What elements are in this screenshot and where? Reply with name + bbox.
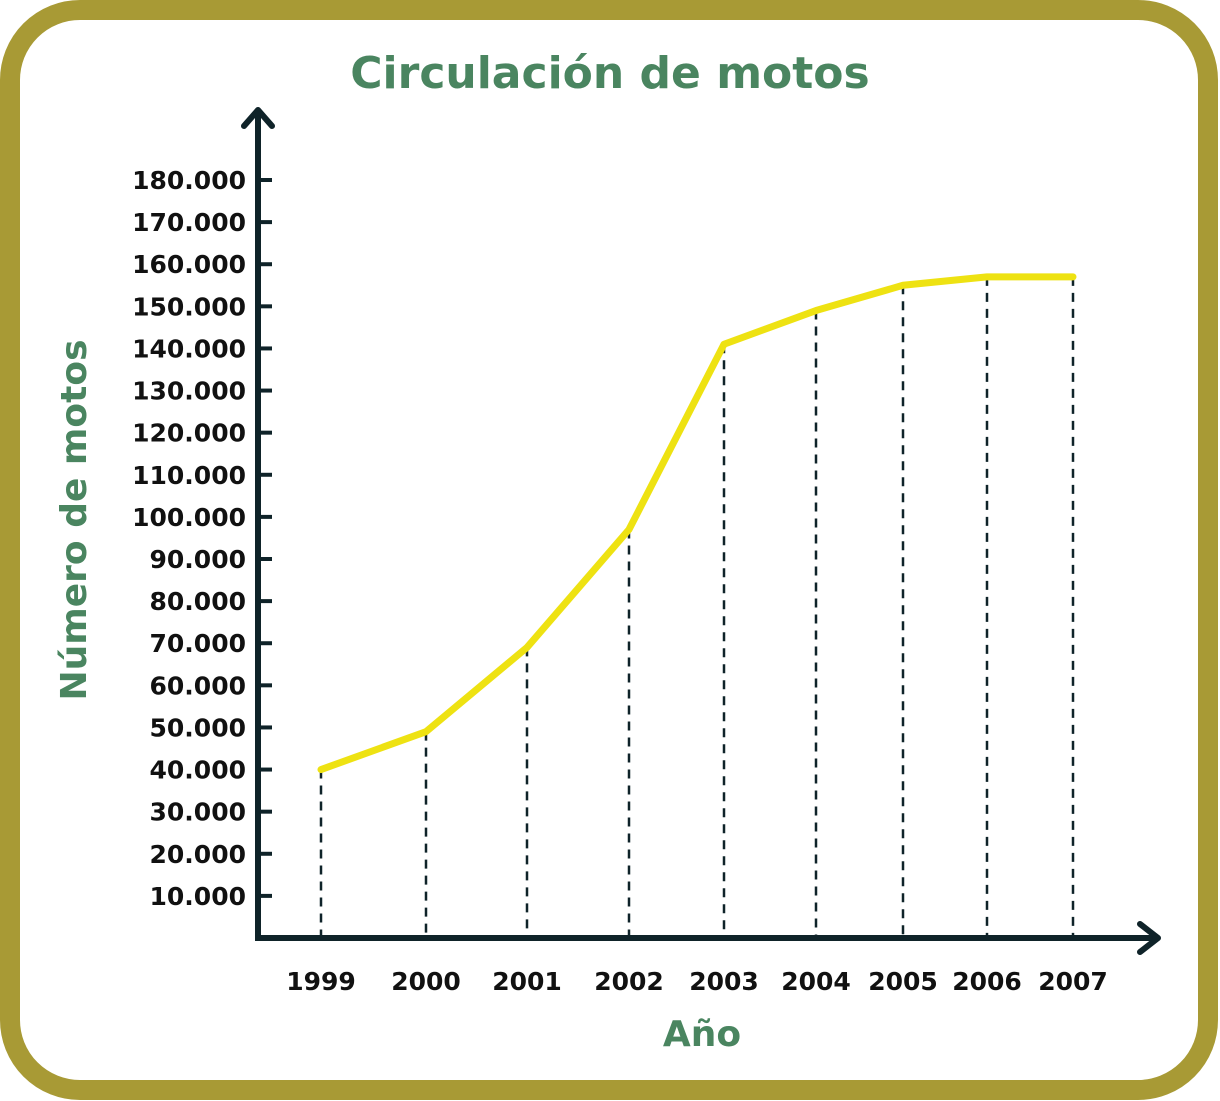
data-point: [628, 529, 630, 531]
y-tick-label: 170.000: [132, 208, 246, 237]
axes: [241, 107, 1161, 955]
x-axis-title: Año: [663, 1014, 741, 1055]
y-tick-label: 180.000: [132, 166, 246, 195]
data-point: [425, 731, 427, 733]
y-axis-title: Número de motos: [54, 339, 95, 700]
y-tick-label: 110.000: [132, 461, 246, 490]
y-axis-arrow: [241, 107, 275, 129]
y-tick-label: 50.000: [150, 713, 246, 742]
x-tick-label: 2004: [781, 967, 851, 996]
chart-title: Circulación de motos: [350, 48, 869, 99]
y-tick-label: 120.000: [132, 419, 246, 448]
x-tick-label: 1999: [286, 967, 356, 996]
data-point: [902, 284, 904, 286]
y-tick-label: 130.000: [132, 377, 246, 406]
y-tick-label: 80.000: [150, 587, 246, 616]
series: [317, 273, 1077, 774]
drop-lines: [319, 276, 1075, 938]
y-tick-label: 150.000: [132, 292, 246, 321]
data-point: [986, 276, 988, 278]
data-point: [526, 646, 528, 648]
x-axis-arrow: [1137, 921, 1161, 955]
y-tick-label: 70.000: [150, 629, 246, 658]
y-ticks: 10.000 20.000 30.000 40.000 50.000 60.000 70.0…: [132, 166, 272, 911]
x-tick-label: 2000: [391, 967, 461, 996]
x-tick-label: 2002: [594, 967, 664, 996]
data-point: [815, 310, 817, 312]
y-tick-label: 10.000: [150, 882, 246, 911]
y-tick-label: 90.000: [150, 545, 246, 574]
y-tick-label: 20.000: [150, 840, 246, 869]
x-tick-label: 2007: [1038, 967, 1108, 996]
data-point: [1072, 276, 1074, 278]
y-tick-label: 30.000: [150, 798, 246, 827]
x-tick-label: 2006: [952, 967, 1022, 996]
y-tick-label: 40.000: [150, 756, 246, 785]
y-tick-label: 140.000: [132, 334, 246, 363]
x-tick-label: 2005: [868, 967, 938, 996]
y-tick-label: 100.000: [132, 503, 246, 532]
x-ticks: 1999 2000 2001 2002 2003 2004 2005 2006 2007: [286, 967, 1108, 996]
x-tick-label: 2001: [492, 967, 562, 996]
data-point: [723, 343, 725, 345]
x-tick-label: 2003: [689, 967, 759, 996]
data-point: [320, 769, 322, 771]
y-tick-label: 60.000: [150, 671, 246, 700]
y-tick-label: 160.000: [132, 250, 246, 279]
